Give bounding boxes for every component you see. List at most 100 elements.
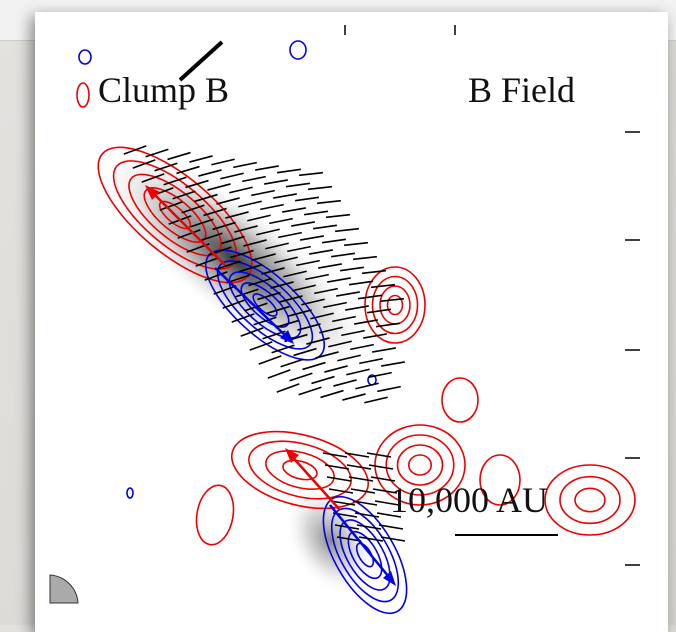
vector bbox=[220, 172, 244, 180]
reference-vector bbox=[178, 40, 224, 82]
vector bbox=[203, 207, 227, 217]
vector bbox=[315, 351, 339, 359]
vector bbox=[336, 291, 360, 297]
vector bbox=[172, 190, 196, 200]
vector bbox=[298, 171, 324, 177]
vector bbox=[323, 301, 347, 309]
vector bbox=[273, 193, 297, 199]
vector bbox=[240, 327, 264, 337]
vector bbox=[287, 245, 311, 253]
vector bbox=[212, 221, 236, 231]
contour bbox=[385, 434, 455, 496]
vector bbox=[195, 257, 219, 267]
red-lobe-arrow bbox=[147, 187, 226, 266]
vector bbox=[334, 227, 360, 233]
vector bbox=[364, 396, 388, 404]
vector bbox=[372, 488, 398, 494]
contour bbox=[195, 484, 235, 546]
vector bbox=[346, 464, 372, 470]
vector bbox=[230, 249, 254, 259]
contour bbox=[544, 464, 636, 536]
vector bbox=[269, 217, 293, 225]
vector bbox=[141, 173, 165, 183]
vector bbox=[318, 263, 342, 269]
vector bbox=[368, 464, 394, 470]
vector bbox=[260, 203, 284, 211]
outflow-arrows bbox=[145, 185, 396, 586]
arrowhead bbox=[383, 571, 396, 586]
red-lobe-arrow bbox=[287, 451, 341, 511]
contour bbox=[386, 294, 404, 316]
contour bbox=[364, 266, 426, 344]
vector bbox=[221, 235, 245, 245]
vector bbox=[305, 273, 329, 281]
vector bbox=[336, 536, 362, 542]
vector bbox=[328, 340, 352, 348]
blue-lobe-arrow bbox=[329, 504, 394, 583]
contour bbox=[265, 450, 335, 490]
vector bbox=[266, 305, 290, 315]
vector bbox=[352, 255, 378, 261]
vector bbox=[358, 536, 384, 542]
vector bbox=[298, 386, 322, 396]
vector bbox=[278, 231, 302, 239]
contour bbox=[374, 424, 466, 506]
vector bbox=[283, 270, 307, 278]
contour bbox=[355, 542, 375, 568]
beam bbox=[49, 574, 79, 604]
axis-ticks bbox=[344, 25, 640, 566]
vector bbox=[276, 383, 300, 393]
vector bbox=[280, 358, 304, 368]
vector bbox=[176, 165, 200, 175]
vector bbox=[370, 476, 396, 482]
contour bbox=[322, 495, 408, 615]
vector bbox=[189, 155, 213, 163]
vector bbox=[322, 452, 348, 458]
vector bbox=[274, 256, 298, 264]
field-label: B Field bbox=[468, 70, 575, 110]
vector bbox=[374, 500, 400, 506]
contour bbox=[479, 454, 521, 506]
vector bbox=[301, 298, 325, 306]
contour bbox=[396, 444, 444, 486]
arrowhead bbox=[145, 185, 160, 200]
vector bbox=[288, 309, 312, 317]
vector bbox=[167, 151, 191, 161]
vector bbox=[277, 168, 301, 174]
scale-label: 10,000 AU bbox=[390, 480, 548, 520]
vector bbox=[324, 365, 348, 373]
contour bbox=[407, 454, 433, 476]
vector bbox=[243, 239, 267, 247]
contour bbox=[248, 440, 352, 500]
contour bbox=[252, 293, 278, 317]
vector bbox=[337, 354, 361, 362]
vector bbox=[309, 249, 333, 255]
vector bbox=[159, 201, 183, 211]
vector bbox=[291, 221, 315, 227]
vector bbox=[333, 379, 357, 387]
vector bbox=[207, 183, 231, 191]
contour bbox=[78, 49, 92, 65]
vector bbox=[378, 524, 404, 530]
vector bbox=[307, 185, 333, 191]
contour bbox=[126, 487, 134, 499]
vector bbox=[270, 281, 294, 289]
vector bbox=[358, 294, 382, 300]
vector bbox=[376, 512, 402, 518]
vector bbox=[366, 452, 392, 458]
vector bbox=[341, 329, 365, 337]
vector bbox=[300, 235, 324, 241]
vector bbox=[316, 199, 342, 205]
arrowhead bbox=[280, 330, 294, 344]
vector bbox=[340, 266, 364, 272]
vector bbox=[342, 393, 366, 401]
vector bbox=[190, 218, 214, 228]
contour bbox=[339, 519, 391, 591]
vector bbox=[231, 313, 255, 323]
clump-label: Clump B bbox=[98, 70, 229, 110]
contour bbox=[282, 459, 318, 481]
vector bbox=[325, 213, 351, 219]
contour bbox=[228, 271, 302, 339]
vector bbox=[248, 277, 272, 287]
